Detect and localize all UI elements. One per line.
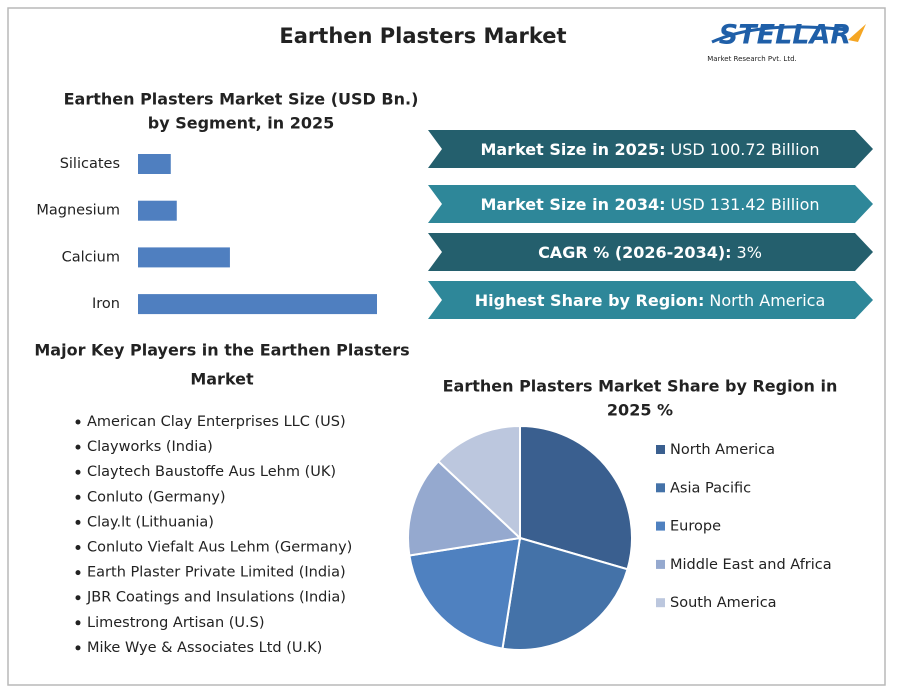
player-name: Conluto (Germany) <box>87 489 226 505</box>
player-name: Earth Plaster Private Limited (India) <box>87 565 346 581</box>
legend-swatch <box>656 521 665 531</box>
stat-text: Market Size in 2025: USD 100.72 Billion <box>480 140 819 159</box>
bullet <box>75 444 81 450</box>
legend-label: North America <box>670 442 775 458</box>
pie-slice <box>501 536 629 651</box>
bullet <box>75 469 81 475</box>
bar <box>138 154 171 174</box>
legend-swatch <box>656 445 665 454</box>
bullet <box>75 645 81 651</box>
legend-swatch <box>656 559 665 569</box>
stat-value: North America <box>709 291 825 310</box>
stat-banner <box>428 281 873 319</box>
stat-banner <box>428 130 873 168</box>
pie-slice <box>407 459 523 557</box>
players-title: Major Key Players in the Earthen Plaster… <box>34 341 409 360</box>
y-tick-label: Silicates <box>60 156 120 172</box>
legend-label: Asia Pacific <box>670 480 751 496</box>
stat-value: 3% <box>737 243 762 262</box>
y-tick-label: Calcium <box>62 249 120 265</box>
player-name: Clay.lt (Lithuania) <box>87 514 214 530</box>
bullet <box>75 620 81 626</box>
bullet <box>75 570 81 576</box>
player-name: Clayworks (India) <box>87 439 213 455</box>
pie-slice <box>519 424 633 571</box>
stat-label: Market Size in 2034: <box>480 195 665 214</box>
pie-chart-title: 2025 % <box>607 401 673 420</box>
player-name: Claytech Baustoffe Aus Lehm (UK) <box>87 464 336 480</box>
bullet <box>75 595 81 601</box>
y-tick-label: Iron <box>92 296 120 312</box>
legend-label: Europe <box>670 519 721 535</box>
y-tick-label: Magnesium <box>36 203 120 219</box>
bullet <box>75 545 81 550</box>
logo-swoosh <box>711 25 849 44</box>
bar <box>138 294 377 315</box>
stat-text: CAGR % (2026-2034): 3% <box>538 243 762 262</box>
stat-label: Highest Share by Region: <box>475 291 705 310</box>
legend-label: Middle East and Africa <box>670 557 832 573</box>
legend-swatch <box>656 483 665 493</box>
players-title: Market <box>190 370 254 389</box>
logo-arrow <box>848 24 866 42</box>
stat-banner <box>428 185 873 223</box>
stat-value: USD 131.42 Billion <box>670 195 819 214</box>
legend-label: South America <box>670 595 777 611</box>
page-title: Earthen Plasters Market <box>279 24 566 48</box>
pie-slice <box>408 536 522 650</box>
player-name: Conluto Viefalt Aus Lehm (Germany) <box>87 540 352 556</box>
logo-subtitle: Market Research Pvt. Ltd. <box>707 55 797 63</box>
stat-label: CAGR % (2026-2034): <box>538 243 731 262</box>
player-name: Limestrong Artisan (U.S) <box>87 615 264 631</box>
pie-slice <box>436 424 521 541</box>
player-name: Mike Wye & Associates Ltd (U.K) <box>87 640 322 656</box>
legend-swatch <box>656 598 665 608</box>
bullet <box>75 494 81 500</box>
bar <box>138 247 230 268</box>
stat-value: USD 100.72 Billion <box>670 140 819 159</box>
stat-label: Market Size in 2025: <box>480 140 665 159</box>
bullet <box>75 519 81 525</box>
bar-chart-title: by Segment, in 2025 <box>148 114 334 133</box>
bar <box>138 200 177 221</box>
player-name: American Clay Enterprises LLC (US) <box>87 414 346 430</box>
bar-chart-title: Earthen Plasters Market Size (USD Bn.) <box>64 90 419 109</box>
pie-chart-title: Earthen Plasters Market Share by Region … <box>443 377 838 396</box>
stat-banner <box>428 233 873 271</box>
player-name: JBR Coatings and Insulations (India) <box>86 590 346 606</box>
logo: STELLAR <box>719 20 851 51</box>
stat-text: Highest Share by Region: North America <box>475 291 826 310</box>
stat-text: Market Size in 2034: USD 131.42 Billion <box>480 195 819 214</box>
bullet <box>75 419 81 425</box>
